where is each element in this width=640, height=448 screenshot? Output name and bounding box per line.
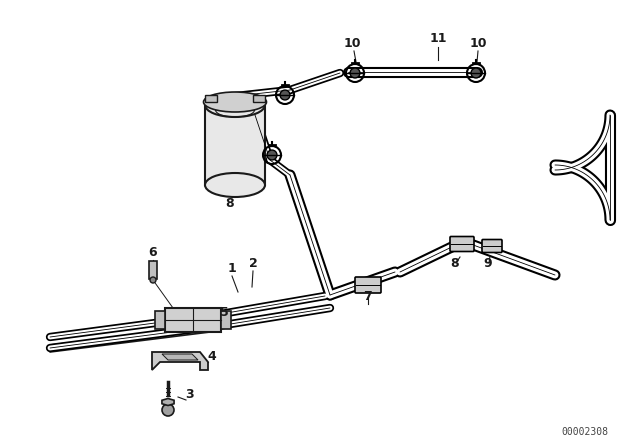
- Text: 10: 10: [343, 37, 361, 50]
- FancyBboxPatch shape: [355, 277, 381, 293]
- Ellipse shape: [205, 93, 265, 117]
- Bar: [149, 261, 157, 279]
- FancyBboxPatch shape: [450, 237, 474, 251]
- Circle shape: [267, 150, 277, 160]
- Text: 2: 2: [248, 257, 257, 270]
- Text: 8: 8: [226, 197, 234, 210]
- Text: 7: 7: [364, 290, 372, 303]
- Text: 9: 9: [484, 257, 492, 270]
- Circle shape: [350, 68, 360, 78]
- Polygon shape: [162, 399, 174, 405]
- Text: 11: 11: [429, 32, 447, 45]
- Text: 10: 10: [469, 37, 487, 50]
- Text: 00002308: 00002308: [561, 427, 608, 437]
- Ellipse shape: [204, 92, 266, 112]
- Text: 5: 5: [220, 306, 228, 319]
- Bar: [205, 95, 217, 102]
- Circle shape: [162, 404, 174, 416]
- Text: 8: 8: [451, 257, 460, 270]
- Text: 3: 3: [186, 388, 195, 401]
- Circle shape: [150, 277, 156, 283]
- Bar: [165, 308, 221, 332]
- Circle shape: [280, 90, 290, 100]
- Text: 4: 4: [207, 350, 216, 363]
- Text: 1: 1: [228, 262, 236, 275]
- FancyBboxPatch shape: [205, 105, 265, 185]
- Bar: [253, 95, 265, 102]
- Polygon shape: [162, 354, 198, 360]
- Circle shape: [471, 68, 481, 78]
- Ellipse shape: [205, 173, 265, 197]
- FancyBboxPatch shape: [482, 240, 502, 253]
- Bar: [155, 311, 165, 329]
- Polygon shape: [152, 352, 208, 370]
- Text: 6: 6: [148, 246, 157, 259]
- Bar: [221, 311, 231, 329]
